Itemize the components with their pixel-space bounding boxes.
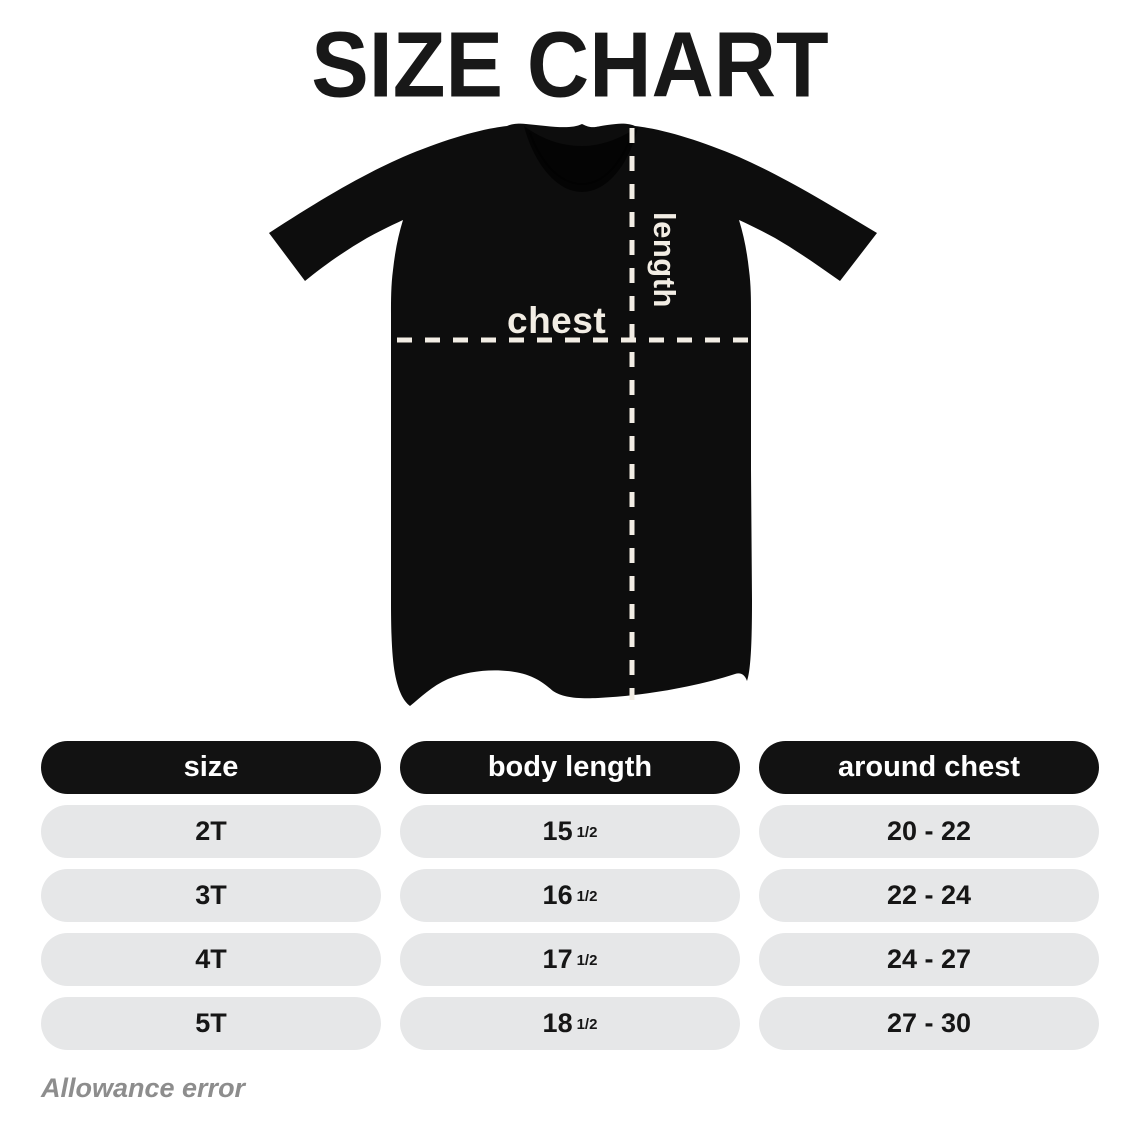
svg-text:chest: chest <box>507 300 606 341</box>
svg-text:length: length <box>647 212 682 308</box>
